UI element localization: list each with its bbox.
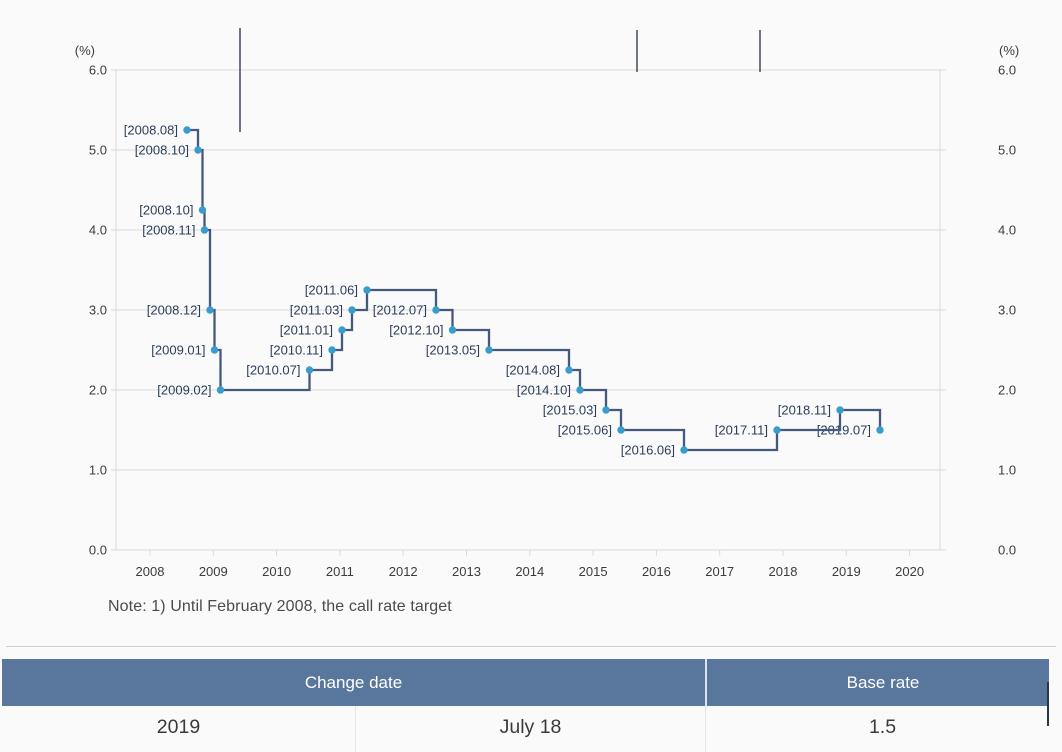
- svg-text:[2009.01]: [2009.01]: [151, 343, 205, 358]
- svg-text:0.0: 0.0: [89, 543, 107, 558]
- svg-text:2008: 2008: [136, 564, 165, 579]
- svg-text:[2010.11]: [2010.11]: [270, 343, 323, 358]
- svg-text:3.0: 3.0: [998, 303, 1016, 318]
- svg-text:2018: 2018: [769, 564, 798, 579]
- svg-text:[2015.06]: [2015.06]: [558, 423, 612, 438]
- svg-text:5.0: 5.0: [998, 143, 1016, 158]
- svg-text:[2012.10]: [2012.10]: [389, 323, 443, 338]
- svg-text:[2019.07]: [2019.07]: [817, 423, 871, 438]
- svg-text:4.0: 4.0: [998, 223, 1016, 238]
- svg-text:[2010.07]: [2010.07]: [246, 363, 300, 378]
- svg-text:[2014.10]: [2014.10]: [517, 383, 571, 398]
- svg-text:2019: 2019: [832, 564, 861, 579]
- svg-text:(%): (%): [75, 43, 95, 58]
- svg-text:(%): (%): [999, 43, 1019, 58]
- svg-text:2020: 2020: [895, 564, 924, 579]
- svg-text:[2011.01]: [2011.01]: [280, 323, 333, 338]
- svg-text:3.0: 3.0: [89, 303, 107, 318]
- svg-text:4.0: 4.0: [89, 223, 107, 238]
- svg-text:[2011.03]: [2011.03]: [290, 303, 343, 318]
- svg-text:[2016.06]: [2016.06]: [621, 443, 675, 458]
- svg-text:[2008.10]: [2008.10]: [139, 203, 193, 218]
- svg-text:2.0: 2.0: [998, 383, 1016, 398]
- svg-text:2015: 2015: [579, 564, 608, 579]
- svg-text:1.0: 1.0: [998, 463, 1016, 478]
- svg-text:[2013.05]: [2013.05]: [426, 343, 480, 358]
- svg-text:[2008.12]: [2008.12]: [147, 303, 201, 318]
- svg-text:[2011.06]: [2011.06]: [305, 283, 358, 298]
- svg-text:0.0: 0.0: [998, 543, 1016, 558]
- svg-text:2011: 2011: [326, 564, 354, 579]
- svg-text:[2008.08]: [2008.08]: [124, 123, 178, 138]
- svg-text:6.0: 6.0: [998, 63, 1016, 78]
- svg-text:1.0: 1.0: [89, 463, 107, 478]
- svg-text:[2008.10]: [2008.10]: [135, 143, 189, 158]
- svg-text:[2015.03]: [2015.03]: [543, 403, 597, 418]
- svg-text:2012: 2012: [389, 564, 418, 579]
- svg-text:[2012.07]: [2012.07]: [373, 303, 427, 318]
- svg-text:2013: 2013: [452, 564, 481, 579]
- svg-text:2009: 2009: [199, 564, 228, 579]
- svg-text:[2009.02]: [2009.02]: [157, 383, 211, 398]
- svg-text:6.0: 6.0: [89, 63, 107, 78]
- svg-text:2017: 2017: [705, 564, 734, 579]
- svg-text:2.0: 2.0: [89, 383, 107, 398]
- svg-text:[2008.11]: [2008.11]: [142, 223, 195, 238]
- svg-text:5.0: 5.0: [89, 143, 107, 158]
- svg-text:2016: 2016: [642, 564, 671, 579]
- svg-text:[2017.11]: [2017.11]: [715, 423, 768, 438]
- svg-text:[2018.11]: [2018.11]: [778, 403, 831, 418]
- svg-text:[2014.08]: [2014.08]: [506, 363, 560, 378]
- svg-text:2010: 2010: [262, 564, 291, 579]
- svg-text:2014: 2014: [515, 564, 544, 579]
